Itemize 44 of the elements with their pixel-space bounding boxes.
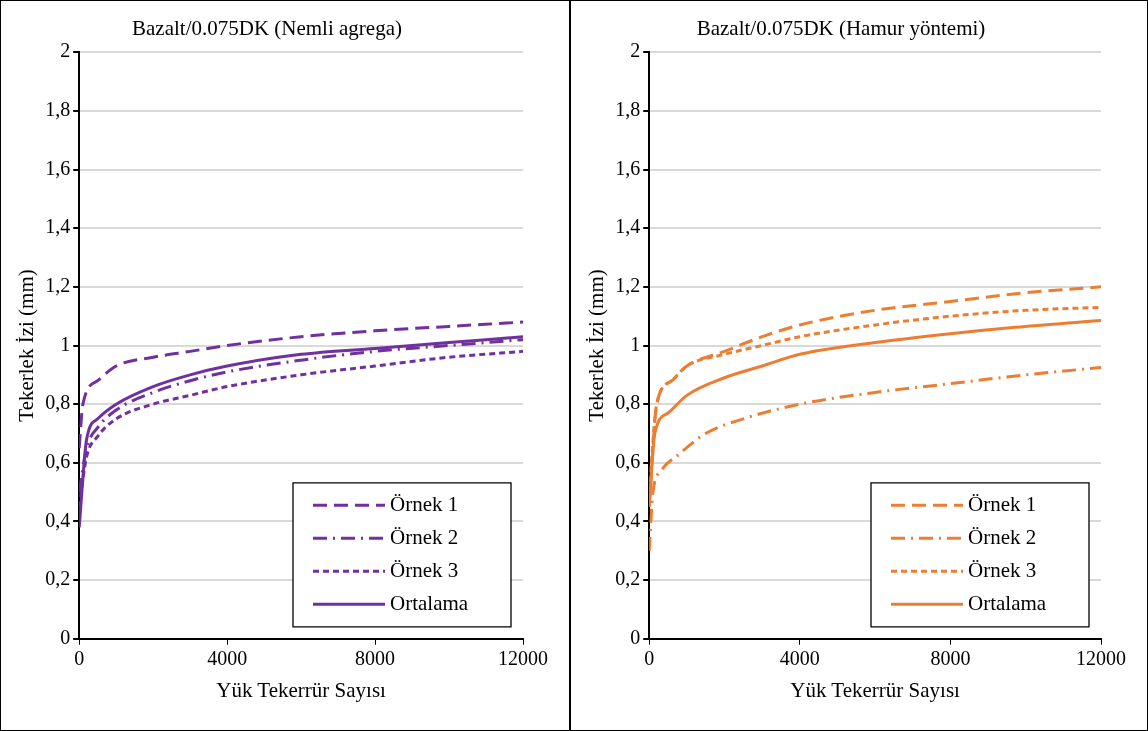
chart-title: Bazalt/0.075DK (Hamur yöntemi) [696, 16, 986, 41]
legend-label: Örnek 3 [968, 557, 1037, 582]
y-tick-label: 0,2 [45, 567, 71, 590]
chart-title: Bazalt/0.075DK (Nemli agrega) [132, 16, 402, 41]
y-tick-label: 0,8 [45, 391, 71, 414]
y-axis-title: Tekerlek İzi (mm) [584, 269, 609, 422]
x-tick-label: 4000 [207, 647, 248, 670]
x-axis-title: Yük Tekerrür Sayısı [790, 677, 961, 702]
legend-label: Örnek 2 [968, 524, 1037, 549]
y-tick-label: 0,6 [615, 450, 641, 473]
y-tick-label: 2 [60, 39, 71, 62]
y-tick-label: 1,6 [615, 156, 641, 179]
y-tick-label: 0 [60, 626, 71, 649]
y-tick-label: 0,4 [615, 508, 641, 531]
y-tick-label: 0,6 [45, 450, 71, 473]
y-tick-label: 0,4 [45, 508, 71, 531]
x-tick-label: 12000 [1076, 647, 1126, 670]
y-tick-label: 1,4 [45, 215, 71, 238]
y-tick-label: 1,2 [45, 274, 71, 297]
x-tick-label: 8000 [930, 647, 971, 670]
legend-label: Ortalama [390, 590, 469, 615]
x-tick-label: 12000 [498, 647, 548, 670]
y-tick-label: 1,2 [615, 274, 641, 297]
y-tick-label: 1,8 [615, 98, 641, 121]
y-tick-label: 1,8 [45, 98, 71, 121]
y-tick-label: 0,8 [615, 391, 641, 414]
y-tick-label: 2 [630, 39, 641, 62]
legend-label: Örnek 1 [390, 491, 459, 516]
legend-label: Ortalama [968, 590, 1047, 615]
y-tick-label: 1 [60, 332, 71, 355]
y-tick-label: 0,2 [615, 567, 641, 590]
x-tick-label: 0 [74, 647, 85, 670]
y-tick-label: 1 [630, 332, 641, 355]
y-axis-title: Tekerlek İzi (mm) [14, 269, 39, 422]
x-tick-label: 4000 [779, 647, 820, 670]
legend-label: Örnek 2 [390, 524, 459, 549]
legend-label: Örnek 1 [968, 491, 1037, 516]
x-tick-label: 0 [644, 647, 655, 670]
y-tick-label: 1,6 [45, 156, 71, 179]
legend-label: Örnek 3 [390, 557, 459, 582]
y-tick-label: 0 [630, 626, 641, 649]
y-tick-label: 1,4 [615, 215, 641, 238]
x-axis-title: Yük Tekerrür Sayısı [216, 677, 387, 702]
x-tick-label: 8000 [355, 647, 396, 670]
